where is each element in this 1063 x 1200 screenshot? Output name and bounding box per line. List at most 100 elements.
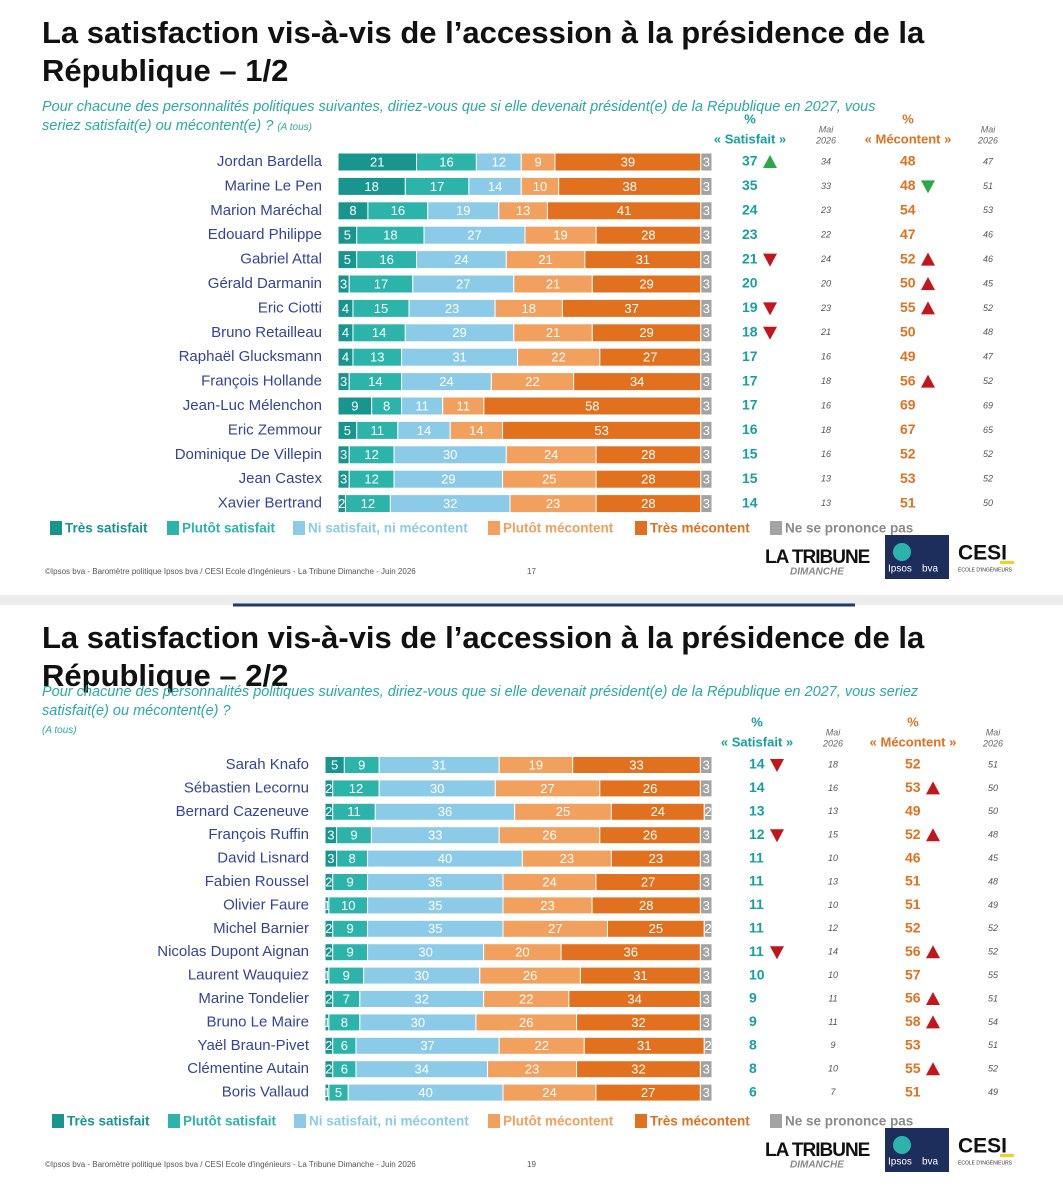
previous-value: 51 [988,1040,998,1050]
bar-segment [699,779,713,798]
segment-label: 12 [492,154,506,169]
bar-segment [699,849,713,868]
person-name: François Ruffin [208,826,309,843]
previous-value: 54 [988,1017,998,1027]
total-value: 53 [905,779,921,795]
total-value: 50 [900,275,916,291]
segment-label: 28 [639,898,653,913]
segment-label: 18 [522,301,536,316]
segment-label: 3 [703,350,710,365]
segment-label: 3 [703,447,710,462]
segment-label: 4 [342,350,349,365]
total-value: 11 [749,873,764,889]
segment-label: 12 [364,447,378,462]
previous-value: 52 [983,449,993,459]
segment-label: 13 [370,350,384,365]
segment-label: 23 [445,301,459,316]
segment-label: 2 [705,804,712,819]
segment-label: 3 [703,423,710,438]
previous-value: 16 [828,783,838,793]
slide: La satisfaction vis-à-vis de l’accession… [0,605,1063,1200]
previous-value: 48 [983,327,993,337]
person-name: Eric Zemmour [228,421,322,438]
column-header: 2026 [977,135,998,145]
previous-value: 9 [830,1040,835,1050]
person-name: Bruno Le Maire [206,1013,309,1030]
segment-label: 32 [631,1062,645,1077]
trend-arrow [926,945,940,959]
total-value: 48 [900,153,916,169]
legend-label: Très mécontent [650,521,750,536]
segment-label: 24 [439,374,453,389]
question: Pour chacune des personnalités politique… [42,99,876,134]
segment-label: 14 [372,325,386,340]
previous-value: 18 [828,759,838,769]
previous-value: 15 [828,830,839,840]
person-name: Laurent Wauquiez [188,967,309,984]
segment-label: 22 [519,991,533,1006]
segment-label: 9 [534,154,541,169]
segment-label: 26 [643,781,657,796]
person-name: Edouard Philippe [208,226,322,243]
segment-label: 34 [630,374,644,389]
total-value: 51 [900,494,916,510]
total-value: 50 [900,324,916,340]
previous-value: 23 [820,303,831,313]
column-symbol: % [744,111,756,126]
total-value: 11 [749,943,764,959]
bar-segment [700,396,713,416]
legend-swatch [488,1114,500,1128]
segment-label: 11 [347,804,361,819]
person-name: Marion Maréchal [210,202,322,219]
previous-value: 34 [821,156,831,166]
segment-label: 21 [546,276,560,291]
total-value: 58 [905,1013,921,1029]
segment-label: 2 [338,496,345,511]
segment-label: 28 [641,472,655,487]
segment-label: 9 [351,398,358,413]
segment-label: 53 [594,423,608,438]
legend-label: Très satisfait [67,1114,150,1129]
total-value: 54 [900,202,916,218]
previous-value: 51 [983,181,993,191]
trend-arrow [926,781,940,795]
previous-value: 13 [828,876,838,886]
page-number: 17 [527,567,536,576]
total-value: 35 [742,177,758,193]
legend-swatch [635,521,647,535]
segment-label: 5 [344,228,351,243]
segment-label: 2 [325,921,332,936]
segment-label: 28 [641,447,655,462]
total-value: 52 [900,446,916,462]
trend-arrow [921,301,935,315]
bar-segment [700,347,713,367]
trend-arrow [921,180,935,194]
previous-value: 12 [828,923,838,933]
previous-value: 13 [821,474,831,484]
bar-segment [700,176,713,196]
segment-label: 31 [637,1038,651,1053]
total-value: 52 [905,920,921,936]
total-value: 17 [742,348,758,364]
bar-segment [699,896,713,915]
previous-value: 18 [821,376,831,386]
total-value: 37 [742,153,758,169]
legend-swatch [488,521,500,535]
person-name: Sébastien Lecornu [184,779,309,796]
previous-value: 50 [983,498,993,508]
segment-label: 23 [540,898,554,913]
total-value: 18 [742,324,758,340]
segment-label: 29 [441,472,455,487]
total-value: 8 [749,1037,757,1053]
previous-value: 55 [988,970,999,980]
total-value: 6 [749,1083,757,1099]
total-value: 51 [905,1083,921,1099]
segment-label: 14 [368,374,382,389]
previous-value: 13 [828,806,838,816]
segment-label: 2 [325,945,332,960]
segment-label: 9 [347,921,354,936]
legend-swatch [293,521,305,535]
previous-value: 50 [988,806,998,816]
segment-label: 8 [349,203,356,218]
segment-label: 10 [341,898,355,913]
